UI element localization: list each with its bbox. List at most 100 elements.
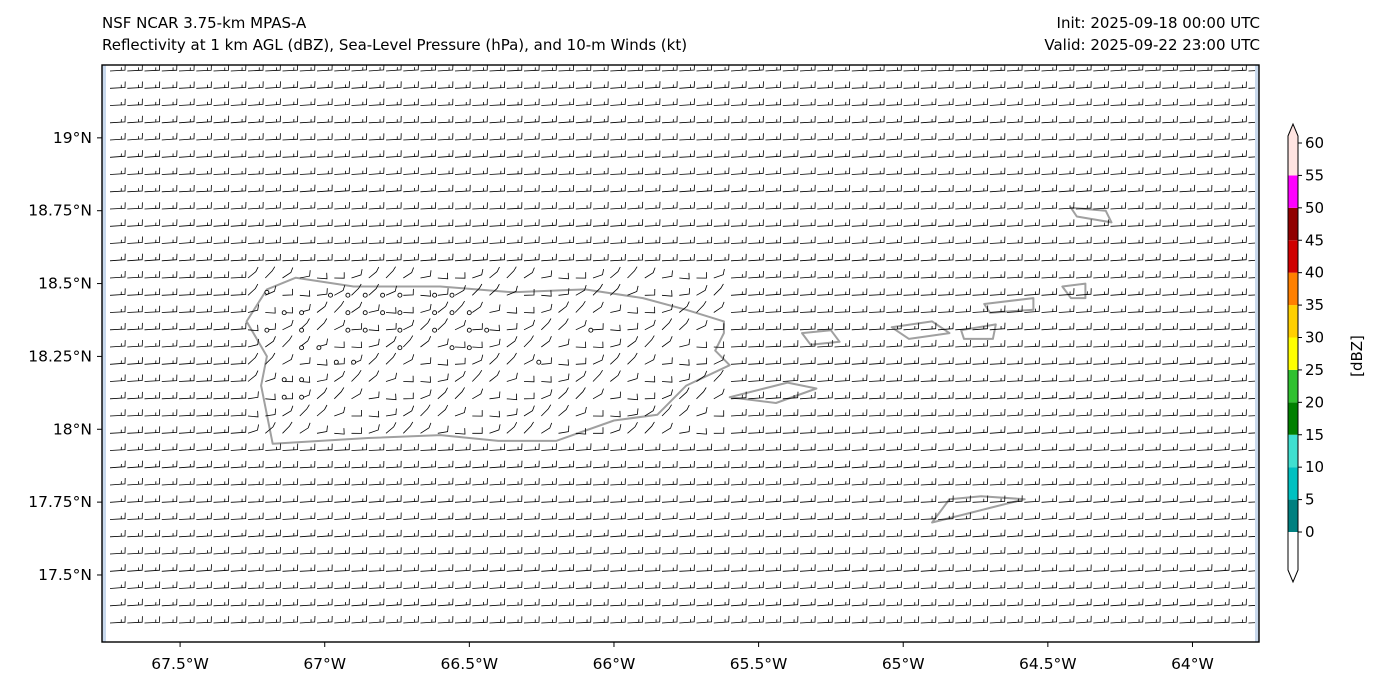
wind-barb — [1075, 426, 1092, 434]
wind-barb — [765, 374, 782, 382]
wind-barb — [834, 340, 851, 348]
wind-barb — [903, 219, 920, 227]
wind-barb — [368, 391, 380, 400]
wind-barb — [385, 236, 402, 244]
wind-barb — [541, 529, 557, 538]
wind-barb — [851, 443, 868, 451]
wind-barb — [886, 478, 902, 486]
wind-barb — [782, 115, 799, 124]
wind-barb — [955, 426, 971, 434]
wind-barb — [1093, 460, 1109, 469]
wind-barb — [1058, 340, 1075, 348]
wind-barb — [541, 98, 557, 106]
wind-barb — [696, 512, 713, 520]
wind-barb — [920, 391, 937, 400]
wind-barb — [558, 443, 575, 451]
wind-barb — [523, 219, 540, 227]
wind-barb — [196, 339, 212, 348]
wind-barb — [903, 339, 920, 348]
wind-barb — [834, 512, 851, 520]
wind-barb — [1231, 288, 1247, 296]
calm-wind-marker — [449, 292, 455, 298]
wind-barb — [454, 477, 471, 486]
wind-barb — [385, 115, 402, 124]
wind-barb — [1196, 132, 1213, 141]
wind-barb — [196, 305, 212, 313]
wind-barb — [299, 615, 316, 624]
wind-barb — [282, 598, 299, 607]
wind-barb — [679, 133, 695, 141]
wind-barb — [437, 133, 454, 141]
wind-barb — [955, 495, 971, 503]
wind-barb — [437, 529, 454, 538]
wind-barb — [472, 443, 488, 451]
wind-barb — [1162, 65, 1178, 72]
wind-barb — [161, 253, 178, 262]
y-tick-label: 19°N — [53, 129, 92, 147]
wind-barb — [1213, 98, 1230, 106]
wind-barb — [972, 598, 989, 607]
wind-barb — [920, 219, 937, 227]
wind-barb — [730, 581, 747, 589]
wind-barb — [334, 319, 346, 331]
wind-barb — [1248, 449, 1259, 451]
wind-barb — [851, 391, 868, 400]
wind-barb — [472, 253, 488, 262]
wind-barb — [1144, 253, 1161, 262]
wind-barb — [316, 460, 333, 469]
wind-barb — [1110, 409, 1127, 417]
wind-barb — [955, 115, 971, 124]
wind-barb — [385, 184, 402, 193]
wind-barb — [454, 236, 471, 244]
wind-barb — [1041, 495, 1058, 503]
wind-barb — [1231, 460, 1247, 469]
colorbar-bin — [1288, 369, 1298, 403]
wind-barb — [1196, 460, 1213, 469]
wind-barb — [661, 167, 678, 175]
wind-barb — [989, 512, 1006, 520]
wind-barb — [627, 598, 644, 607]
wind-barb — [748, 564, 764, 572]
wind-barb — [506, 443, 523, 451]
wind-barb — [661, 460, 678, 469]
wind-barb — [799, 115, 816, 124]
wind-barb — [610, 115, 626, 124]
wind-barb — [541, 616, 557, 624]
wind-barb — [506, 422, 518, 434]
wind-barb — [437, 253, 454, 262]
wind-barb — [592, 201, 609, 210]
wind-barb — [1006, 340, 1023, 348]
wind-barb — [575, 495, 592, 503]
wind-barb — [247, 184, 264, 193]
wind-barbs — [109, 65, 1259, 624]
wind-barb — [644, 615, 661, 624]
wind-barb — [403, 598, 419, 607]
wind-barb — [627, 460, 644, 469]
wind-barb — [782, 202, 799, 210]
wind-barb — [575, 370, 587, 382]
wind-barb — [886, 460, 902, 469]
culebra-coastline — [801, 329, 841, 346]
wind-barb — [1231, 616, 1247, 624]
wind-barb — [506, 352, 517, 365]
wind-barb — [713, 81, 730, 89]
wind-barb — [1093, 581, 1109, 589]
wind-barb — [109, 357, 126, 365]
wind-barb — [1196, 305, 1213, 313]
wind-barb — [1024, 340, 1040, 348]
calm-wind-marker — [588, 327, 594, 333]
wind-barb — [627, 81, 644, 89]
wind-barb — [523, 184, 540, 193]
wind-barb — [403, 354, 415, 365]
wind-barb — [489, 495, 506, 503]
wind-barb — [144, 529, 161, 538]
wind-barb — [661, 376, 673, 383]
wind-barb — [730, 391, 747, 400]
wind-barb — [196, 564, 212, 572]
wind-barb — [489, 564, 506, 572]
wind-barb — [230, 391, 247, 400]
wind-barb — [437, 272, 449, 280]
wind-barb — [903, 460, 920, 469]
wind-barb — [1248, 70, 1259, 72]
wind-barb — [782, 460, 799, 469]
